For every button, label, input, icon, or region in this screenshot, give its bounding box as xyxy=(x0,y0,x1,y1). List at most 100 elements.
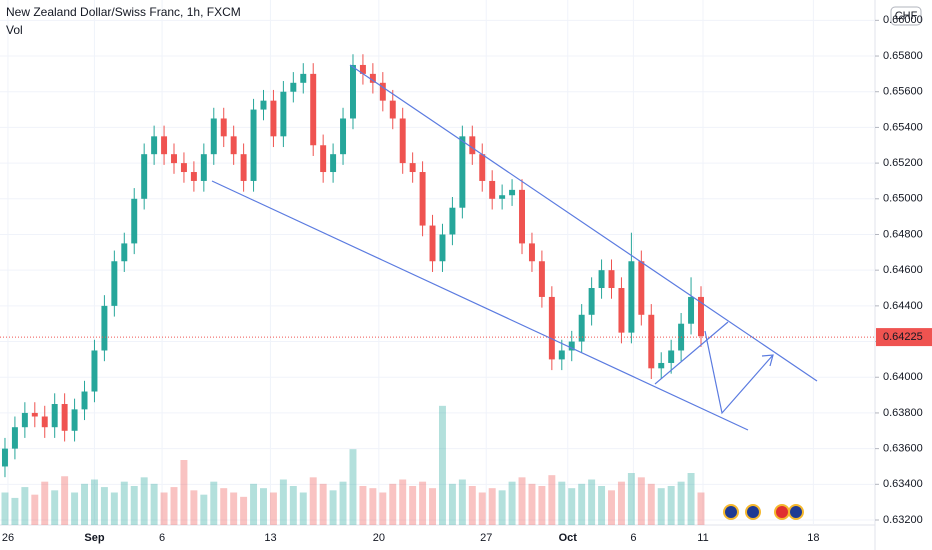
chart-title: New Zealand Dollar/Swiss Franc, 1h, FXCM xyxy=(6,5,241,19)
y-tick-label: 0.64600 xyxy=(883,264,923,276)
volume-bar xyxy=(11,497,19,525)
y-tick-label: 0.64400 xyxy=(883,300,923,312)
volume-bar xyxy=(438,405,446,525)
candle-body xyxy=(668,350,675,363)
candle-body xyxy=(180,163,187,173)
candle-body xyxy=(240,154,247,181)
candle-body xyxy=(210,118,217,155)
x-tick-label: 18 xyxy=(807,532,819,544)
candle-body xyxy=(369,73,376,83)
y-tick-label: 0.63800 xyxy=(883,407,923,419)
volume-bar xyxy=(518,477,526,525)
volume-bar xyxy=(31,494,39,525)
candle-body xyxy=(578,314,585,342)
last-price-label: 0.64225 xyxy=(883,331,923,343)
candle-body xyxy=(588,288,595,315)
nz-flag[interactable] xyxy=(788,504,804,520)
currency-label: CHF xyxy=(895,10,918,22)
candle-body xyxy=(568,341,575,351)
volume-bar xyxy=(578,483,586,525)
candle-body xyxy=(350,64,356,119)
volume-bar xyxy=(538,486,546,525)
volume-bar xyxy=(140,477,148,525)
candle-body xyxy=(21,412,28,428)
volume-bar xyxy=(81,483,88,525)
volume-bar xyxy=(240,496,248,525)
candle-body xyxy=(658,362,665,369)
volume-bar xyxy=(637,477,645,525)
volume-bar xyxy=(429,488,437,525)
last-price-box xyxy=(876,328,932,347)
candle-body xyxy=(270,100,277,137)
volume-bar xyxy=(677,481,685,525)
volume-bar xyxy=(160,492,168,525)
candle-body xyxy=(429,225,436,262)
volume-bar xyxy=(508,481,516,525)
volume-bar xyxy=(200,494,208,525)
volume-bar xyxy=(627,473,635,525)
y-tick-label: 0.63200 xyxy=(883,514,923,526)
volume-bar xyxy=(100,487,108,525)
candle-body xyxy=(558,350,565,360)
candle-body xyxy=(310,73,317,146)
candle-body xyxy=(250,109,257,181)
candle-body xyxy=(638,261,645,315)
x-tick-label: 11 xyxy=(697,532,708,544)
candle-body xyxy=(41,416,48,428)
candle-body xyxy=(111,261,118,306)
volume-bar xyxy=(339,481,347,525)
drawings xyxy=(211,64,818,431)
volume-bar xyxy=(279,479,287,525)
volume-bar xyxy=(359,486,367,525)
volume-bar xyxy=(41,481,49,525)
volume-bar xyxy=(617,481,625,525)
volume-bar xyxy=(250,483,258,525)
volume-bar xyxy=(269,492,277,525)
volume-label: Vol xyxy=(6,23,23,37)
candle-body xyxy=(419,172,426,226)
volume-bar xyxy=(458,479,466,525)
volume-bar xyxy=(230,492,238,525)
volume-bar xyxy=(299,492,307,525)
volume-bar xyxy=(309,477,317,525)
volume-bar xyxy=(61,476,69,525)
volume-bar xyxy=(329,490,337,525)
y-tick-label: 0.65400 xyxy=(883,121,923,133)
volume-bar xyxy=(190,490,198,525)
event-icons xyxy=(723,504,804,520)
volume-bar xyxy=(608,490,615,525)
volume-bar xyxy=(478,492,486,525)
candle-body xyxy=(51,404,58,428)
volume-bar xyxy=(598,486,606,525)
ch-flag[interactable] xyxy=(774,504,790,520)
candle-body xyxy=(379,82,386,101)
volume-bar xyxy=(220,488,228,525)
y-tick-label: 0.65800 xyxy=(883,50,923,62)
x-tick-label: 6 xyxy=(630,532,636,544)
candle-body xyxy=(91,350,98,392)
volume-bar xyxy=(260,488,267,525)
volume-bar xyxy=(409,486,417,525)
candle-body xyxy=(499,195,506,199)
volume-bar xyxy=(180,460,188,525)
lower-trendline xyxy=(211,180,749,431)
volume-bar xyxy=(379,492,387,525)
volume-bar xyxy=(90,479,98,525)
candle-body xyxy=(121,243,128,262)
candle-body xyxy=(81,391,88,410)
volume-bar xyxy=(568,488,576,525)
volume-bar xyxy=(170,487,178,525)
candle-body xyxy=(528,243,535,262)
candle-body xyxy=(330,154,337,173)
candle-body xyxy=(698,296,704,337)
nz-flag[interactable] xyxy=(723,504,739,520)
nz-flag[interactable] xyxy=(745,504,761,520)
volume-bar xyxy=(448,483,456,525)
arrow-head xyxy=(761,354,774,367)
volume-bar xyxy=(687,473,695,525)
currency-badge[interactable] xyxy=(890,6,922,26)
upper-trendline xyxy=(349,64,818,382)
candle-body xyxy=(1,448,8,467)
candle-body xyxy=(459,136,466,208)
y-tick-label: 0.63600 xyxy=(883,443,923,455)
